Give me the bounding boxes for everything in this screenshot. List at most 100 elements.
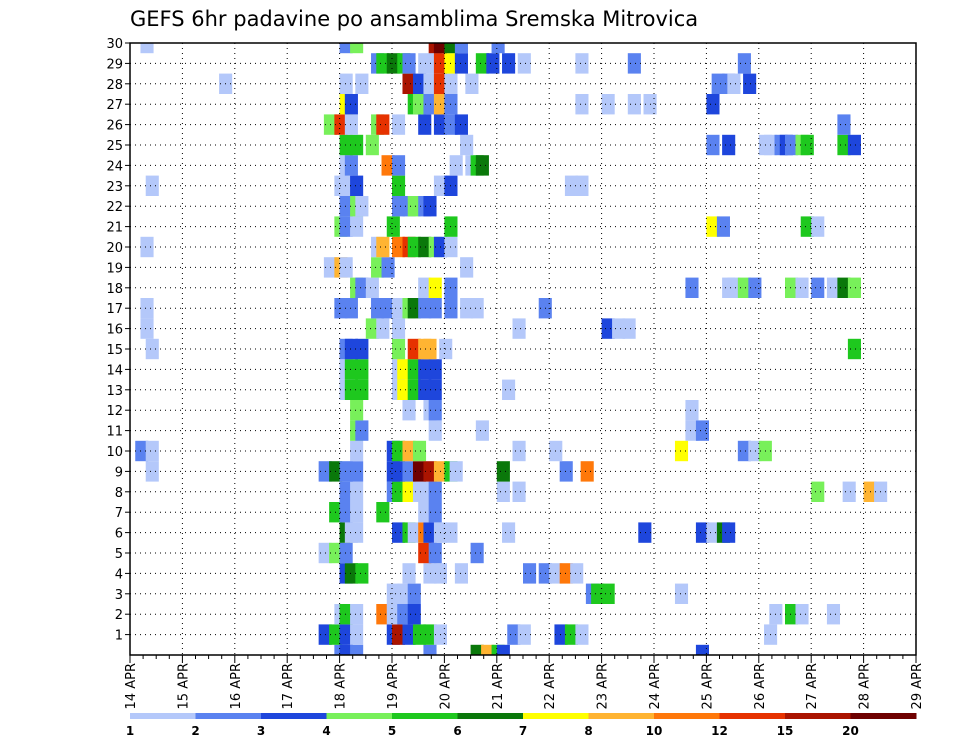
precip-cell <box>339 216 353 237</box>
precip-cell <box>418 236 432 258</box>
precip-cell <box>418 53 432 74</box>
precip-cell <box>355 563 369 584</box>
precip-cell <box>339 481 353 502</box>
precip-cell <box>711 73 725 94</box>
y-tick-label: 26 <box>106 119 123 134</box>
precip-cell <box>475 420 489 441</box>
colorbar-label: 10 <box>646 724 663 738</box>
precip-cell <box>344 94 358 115</box>
precip-cell <box>350 400 364 421</box>
precip-cell <box>344 379 358 400</box>
precip-cell <box>559 461 573 482</box>
precip-cell <box>418 542 432 564</box>
precip-cell <box>339 134 353 156</box>
precip-cell <box>407 298 421 319</box>
precip-cell <box>460 298 474 319</box>
precip-cell <box>392 481 406 502</box>
precip-cell <box>737 53 751 74</box>
precip-cell <box>381 257 395 278</box>
y-tick-label: 4 <box>115 567 123 582</box>
precip-cell <box>386 604 400 625</box>
precip-cell <box>564 175 579 196</box>
x-tick-label: 29 APR <box>910 663 925 709</box>
colorbar-label: 3 <box>257 724 265 738</box>
y-tick-label: 13 <box>106 384 123 399</box>
precip-cell <box>423 73 437 94</box>
precip-cell <box>575 175 589 196</box>
precip-cell <box>392 461 406 482</box>
precip-cell <box>601 318 615 339</box>
precip-cell <box>392 155 406 176</box>
precip-cell <box>392 298 406 319</box>
precip-cell <box>339 175 353 196</box>
x-tick-label: 23 APR <box>596 663 611 709</box>
precip-cell <box>785 604 799 625</box>
precip-cell <box>418 298 432 319</box>
precip-cell <box>412 624 427 645</box>
precip-cell <box>339 257 353 278</box>
colorbar-label: 5 <box>388 724 396 738</box>
precip-cell <box>350 43 364 54</box>
precip-cell <box>355 196 369 217</box>
y-tick-label: 19 <box>106 261 123 276</box>
precip-cell <box>365 134 379 156</box>
precip-cell <box>743 73 757 94</box>
precip-cell <box>339 542 353 564</box>
precip-cell <box>502 53 516 74</box>
precip-cell <box>376 236 390 258</box>
precip-cell <box>350 522 364 543</box>
precip-cell <box>386 583 400 604</box>
colorbar-label: 1 <box>126 724 134 738</box>
precip-cell <box>402 461 416 482</box>
colorbar-legend: 1 2 3 4 5 6 7 8 10 12 15 20 <box>126 713 917 738</box>
precip-cell <box>392 522 406 543</box>
colorbar-label: 20 <box>842 724 859 738</box>
precip-cell <box>502 522 516 543</box>
y-tick-label: 15 <box>106 343 123 358</box>
precip-cell <box>601 583 615 604</box>
precip-cell <box>423 94 437 115</box>
precip-cell <box>737 440 751 462</box>
precip-cell <box>564 624 579 645</box>
precip-cell <box>523 563 537 584</box>
precip-cell <box>145 461 159 482</box>
precip-cell <box>800 134 814 156</box>
precip-cell <box>449 461 463 482</box>
precip-cell <box>423 624 437 645</box>
precip-cell <box>407 522 421 543</box>
precip-cell <box>449 155 463 176</box>
precip-cell <box>376 114 390 135</box>
y-tick-label: 16 <box>106 323 123 338</box>
precip-cell <box>423 563 437 584</box>
colorbar-swatch <box>392 713 458 719</box>
precip-cell <box>517 53 531 74</box>
colorbar-label: 8 <box>584 724 592 738</box>
precip-cell <box>454 114 468 135</box>
precip-cell <box>402 73 416 94</box>
heatmap-cells <box>135 43 888 655</box>
precip-cell <box>612 318 626 339</box>
precip-cell <box>355 338 369 360</box>
precip-cell <box>412 94 427 115</box>
x-tick-label: 21 APR <box>491 663 506 709</box>
precip-cell <box>795 277 809 298</box>
y-tick-label: 20 <box>106 241 123 256</box>
colorbar-swatch <box>719 713 786 719</box>
precip-cell <box>140 236 154 258</box>
precip-cell <box>350 440 364 462</box>
precip-cell <box>727 277 741 298</box>
precip-cell <box>800 216 814 237</box>
precip-cell <box>826 604 841 625</box>
precip-cell <box>381 155 395 176</box>
precip-cell <box>381 298 395 319</box>
precip-cell <box>339 604 353 625</box>
y-tick-label: 2 <box>115 608 123 623</box>
precip-cell <box>355 277 369 298</box>
precip-cell <box>402 624 416 645</box>
precip-cell <box>601 94 615 115</box>
precip-cell <box>339 43 353 54</box>
y-tick-label: 8 <box>115 486 123 501</box>
precip-cell <box>365 277 379 298</box>
precip-cell <box>685 277 699 298</box>
